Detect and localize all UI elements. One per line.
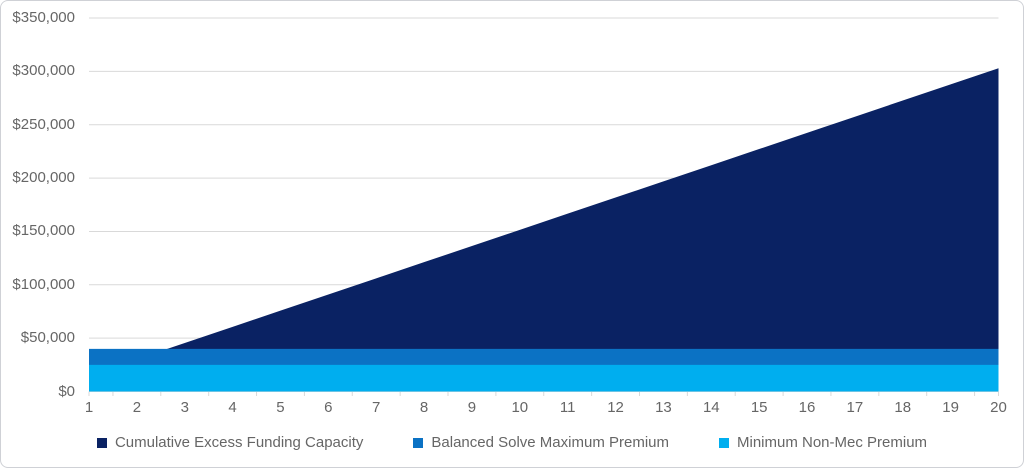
x-tick-label: 19 [942,399,959,416]
x-tick-label: 18 [894,399,912,416]
legend-label: Cumulative Excess Funding Capacity [114,434,364,451]
x-tick-label: 10 [511,399,529,416]
y-tick-label: $300,000 [12,62,75,80]
legend-item: Cumulative Excess Funding Capacity [96,434,364,451]
x-tick-label: 2 [132,399,142,416]
x-tick-label: 14 [702,399,720,416]
x-tick-label: 4 [228,399,237,416]
area-series-2 [89,364,999,392]
x-tick-label: 20 [990,399,1007,416]
x-tick-label: 8 [419,399,429,416]
x-tick-label: 17 [846,399,864,416]
y-tick-label: $0 [58,382,75,400]
x-tick-label: 7 [372,399,381,416]
y-tick-label: $350,000 [12,9,75,27]
legend-swatch-icon [413,437,424,448]
x-tick-label: 11 [559,399,576,416]
legend-label: Minimum Non-Mec Premium [737,434,928,451]
x-tick-label: 3 [180,399,189,416]
y-tick-label: $200,000 [12,169,75,187]
x-tick-label: 1 [84,399,94,416]
y-tick-label: $50,000 [20,329,75,347]
legend-swatch-icon [96,437,107,448]
x-tick-label: 6 [324,399,333,416]
x-tick-label: 12 [607,399,624,416]
x-tick-label: 9 [467,399,477,416]
y-tick-label: $100,000 [12,275,75,293]
legend-item: Minimum Non-Mec Premium [719,434,927,451]
x-tick-label: 13 [655,399,672,416]
legend: Cumulative Excess Funding Capacity Balanc… [1,434,1023,451]
area-series-0 [89,68,999,392]
y-tick-label: $150,000 [12,222,75,240]
y-tick-label: $250,000 [12,115,75,133]
legend-item: Balanced Solve Maximum Premium [413,434,669,451]
x-tick-label: 15 [750,399,768,416]
legend-swatch-icon [719,437,729,448]
x-tick-label: 5 [276,399,285,416]
x-tick-label: 16 [798,399,816,416]
legend-label: Balanced Solve Maximum Premium [431,434,669,451]
